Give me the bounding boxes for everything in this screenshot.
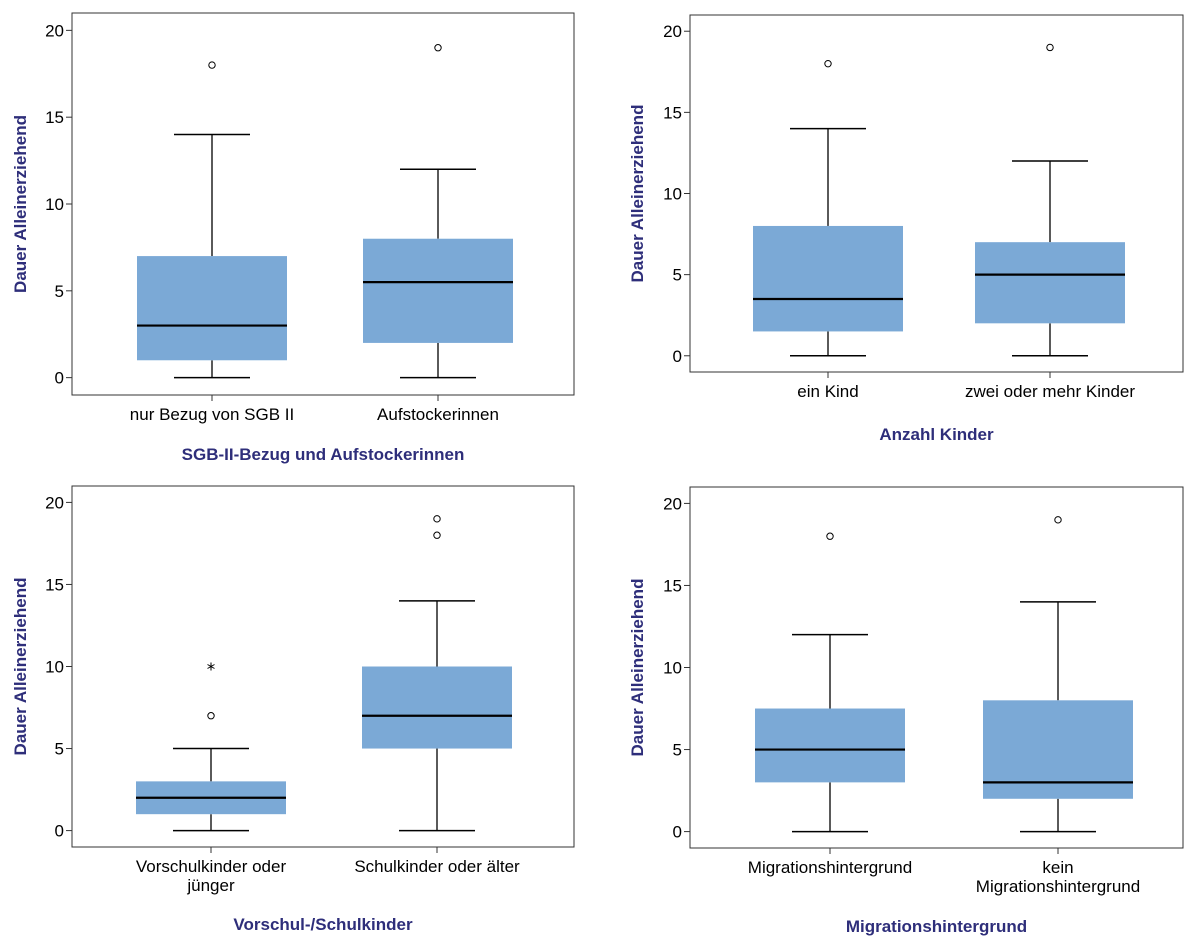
x-axis-title: Anzahl Kinder [879, 425, 994, 444]
iqr-box [137, 256, 287, 361]
category-label: nur Bezug von SGB II [130, 405, 294, 424]
x-axis-title: Migrationshintergrund [846, 917, 1027, 936]
x-axis-title: SGB-II-Bezug und Aufstockerinnen [182, 445, 465, 464]
iqr-box [755, 708, 905, 783]
outlier-point [207, 712, 215, 720]
y-tick-label: 20 [45, 493, 64, 512]
y-tick-label: 0 [55, 369, 64, 388]
outlier-point [433, 531, 441, 539]
y-tick-label: 10 [45, 195, 64, 214]
y-tick-label: 5 [673, 741, 682, 760]
boxplot-panel-3: 0 5 10 15 20 Dauer Alleinerziehend Vorschul-/S… [11, 485, 575, 934]
y-tick-label: 0 [55, 822, 64, 841]
y-tick-label: 0 [673, 347, 682, 366]
y-tick-label: 20 [45, 21, 64, 40]
y-axis-title: Dauer Alleinerziehend [11, 115, 30, 293]
y-tick-label: 20 [663, 22, 682, 41]
x-axis-title: Vorschul-/Schulkinder [233, 915, 413, 934]
outlier-point [824, 59, 832, 68]
category-label: Aufstockerinnen [377, 405, 499, 424]
y-tick-label: 15 [663, 103, 682, 122]
outlier-point [826, 532, 834, 540]
box-group: nur Bezug von SGB II [130, 61, 294, 424]
iqr-box [753, 225, 903, 332]
category-label: Migrationshintergrund [748, 858, 912, 877]
category-label: Schulkinder oder älter [354, 857, 520, 876]
category-label: jünger [186, 876, 235, 895]
y-tick-label: 5 [55, 740, 64, 759]
category-label: Migrationshintergrund [976, 877, 1140, 896]
iqr-box [975, 242, 1125, 324]
y-tick-label: 5 [55, 282, 64, 301]
outlier-point [434, 44, 442, 52]
box-group: Schulkinder oder älter [354, 515, 520, 876]
category-label: Vorschulkinder oder [136, 857, 287, 876]
boxplot-panel-2: 0 5 10 15 20 Dauer Alleinerziehend Anzahl Kind… [628, 14, 1184, 444]
category-label: kein [1042, 858, 1073, 877]
box-group: Aufstockerinnen [363, 44, 513, 424]
y-axis-title: Dauer Alleinerziehend [628, 579, 647, 757]
outlier-point [433, 515, 441, 523]
outlier-point [208, 61, 216, 69]
y-tick-label: 10 [663, 185, 682, 204]
boxplot-panel-1: 0 5 10 15 20 Dauer Alleinerziehend SGB-II-Bezu… [11, 12, 575, 464]
y-tick-label: 15 [663, 576, 682, 595]
outlier-point [1046, 43, 1054, 52]
y-axis-title: Dauer Alleinerziehend [628, 105, 647, 283]
boxplot-panel-4: 0 5 10 15 20 Dauer Alleinerziehend Migrationsh… [628, 486, 1184, 936]
iqr-box [363, 238, 513, 343]
outlier-point [1054, 516, 1062, 524]
extreme-point [207, 662, 215, 671]
box-group: zwei oder mehr Kinder [965, 43, 1135, 401]
y-tick-label: 20 [663, 494, 682, 513]
y-tick-label: 10 [663, 659, 682, 678]
y-tick-label: 10 [45, 658, 64, 677]
iqr-box [983, 700, 1133, 799]
box-group: Migrationshintergrund [748, 532, 912, 877]
iqr-box [362, 666, 512, 749]
y-tick-label: 0 [673, 823, 682, 842]
y-tick-label: 15 [45, 108, 64, 127]
y-axis-title: Dauer Alleinerziehend [11, 578, 30, 756]
category-label: ein Kind [797, 382, 858, 401]
category-label: zwei oder mehr Kinder [965, 382, 1135, 401]
y-tick-label: 5 [673, 266, 682, 285]
y-tick-label: 15 [45, 575, 64, 594]
box-group: ein Kind [753, 59, 903, 401]
